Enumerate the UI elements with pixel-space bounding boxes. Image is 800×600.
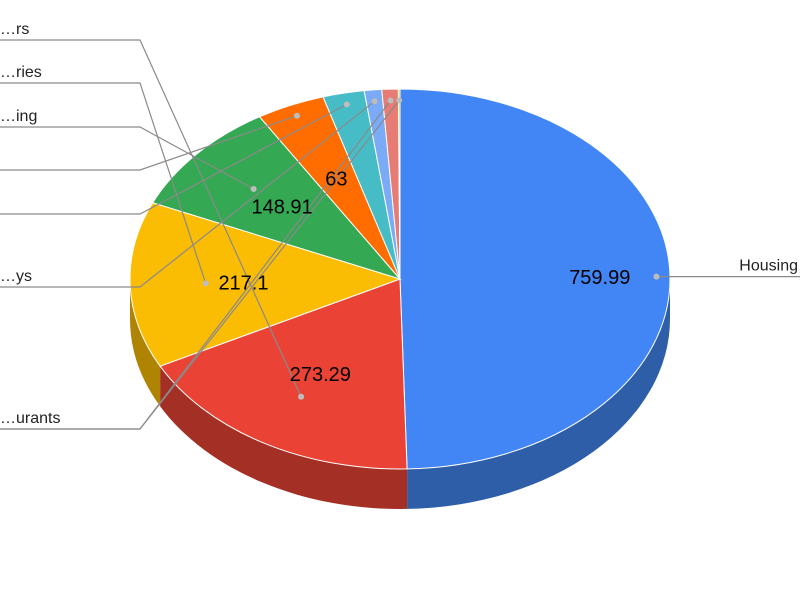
pie-slice-slice-8: [397, 88, 401, 280]
value-label-rs: 273.29: [290, 364, 351, 386]
pie-category-labels: Housing …rs …ries …ing …ys …urants: [0, 21, 798, 427]
leader-line-5: [0, 103, 348, 215]
leader-dot-housing: [653, 273, 660, 280]
category-label-urants: …urants: [0, 410, 60, 427]
leader-line-8: [0, 100, 400, 430]
leader-line-2: [0, 82, 207, 284]
leader-line-4: [0, 115, 298, 171]
value-label-slice-4: 63: [325, 168, 347, 190]
leader-dot-ries: [202, 280, 209, 287]
leader-dot-slice-5: [343, 101, 350, 108]
leader-line-6: [0, 100, 375, 288]
leader-dot-ys: [371, 98, 378, 105]
leader-line-1: [0, 39, 302, 398]
category-label-ys: …ys: [0, 268, 32, 285]
pie-side-rs: [160, 366, 408, 509]
pie-leader-lines: [0, 39, 800, 430]
pie-value-labels: 759.99 273.29 217.1 148.91 63: [218, 168, 630, 386]
value-label-ries: 217.1: [218, 273, 268, 295]
category-label-rs: …rs: [0, 21, 29, 38]
category-label-ing: …ing: [0, 108, 37, 125]
leader-dot-rs: [298, 393, 305, 400]
value-label-ing: 148.91: [252, 196, 313, 218]
pie-slice-ing: [151, 116, 402, 280]
leader-line-3: [0, 126, 254, 190]
pie-slice-rs: [159, 278, 408, 470]
leader-dot-slice-8: [396, 97, 403, 104]
leader-dot-urants: [387, 97, 394, 104]
category-label-ries: …ries: [0, 64, 42, 81]
value-label-housing: 759.99: [569, 267, 630, 289]
leader-dot-ing: [250, 185, 257, 192]
category-label-housing: Housing: [739, 258, 798, 275]
pie-side-housing: [407, 279, 670, 509]
leader-dot-slice-4: [293, 112, 300, 119]
pie-slice-ries: [129, 202, 402, 367]
